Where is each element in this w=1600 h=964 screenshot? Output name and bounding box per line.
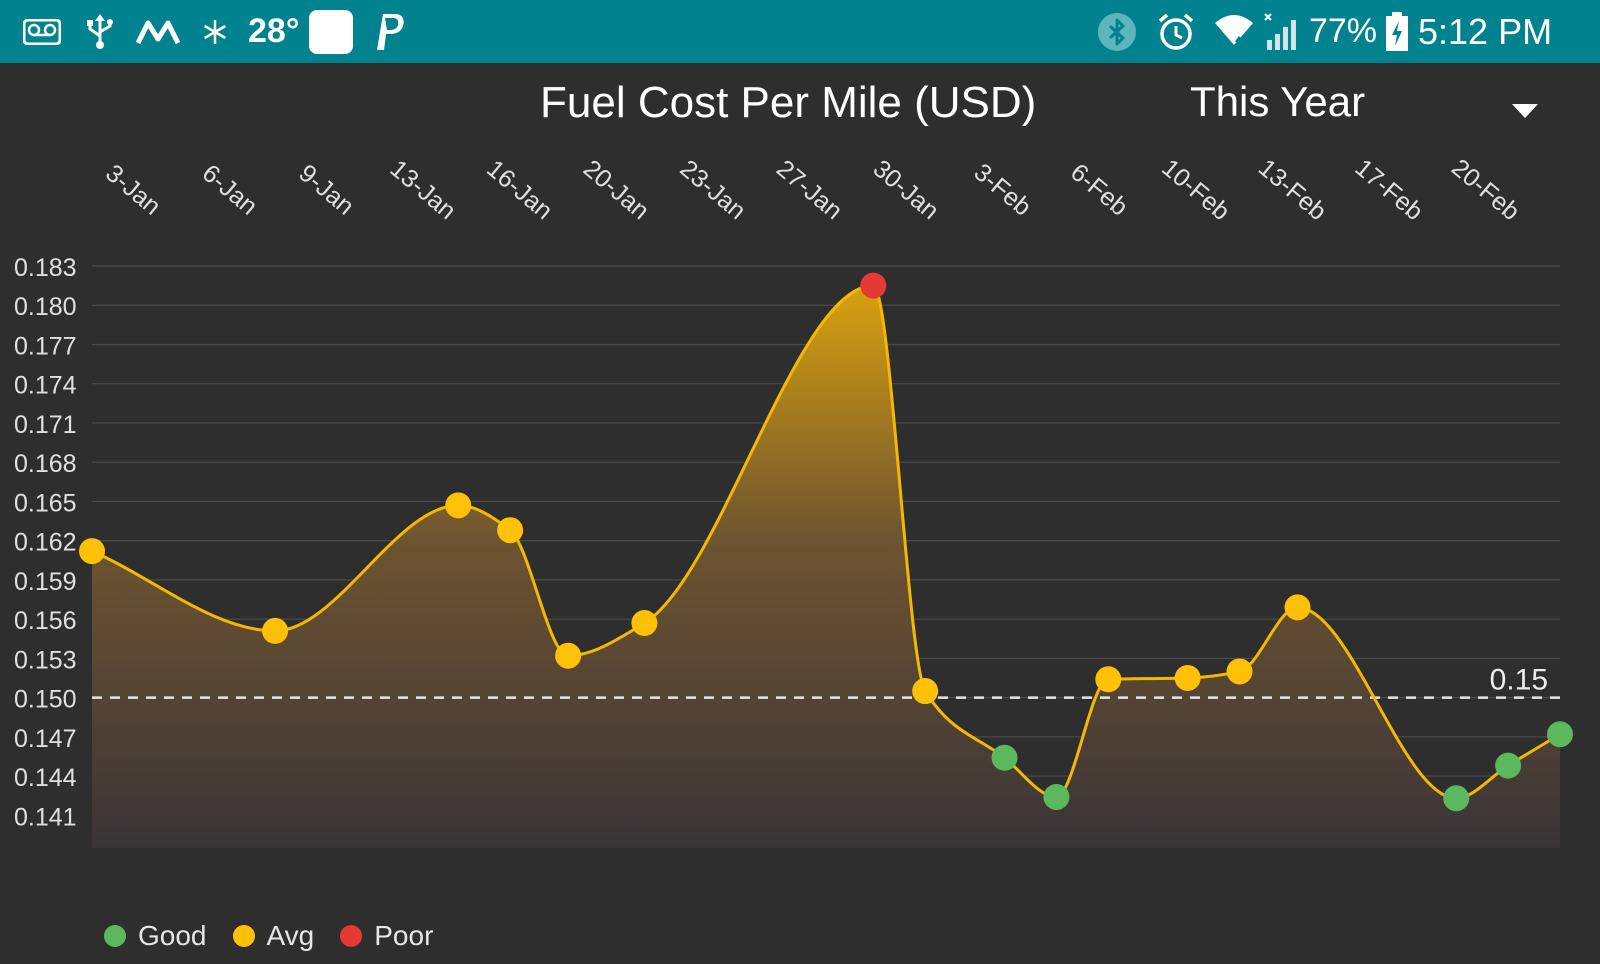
y-tick-label: 0.162 (14, 529, 77, 557)
legend-dot-poor (340, 925, 363, 947)
y-tick-label: 0.141 (14, 803, 77, 831)
x-tick-label: 10-Feb (1156, 154, 1235, 226)
data-point-good[interactable] (1547, 721, 1573, 748)
legend-label-avg: Avg (266, 920, 315, 951)
bluetooth-icon (1096, 0, 1138, 63)
x-tick-label: 27-Jan (771, 155, 848, 226)
target-label: 0.15 (1490, 664, 1548, 697)
data-point-good[interactable] (1043, 783, 1070, 810)
y-tick-label: 0.174 (14, 372, 77, 400)
data-point-avg[interactable] (1095, 666, 1122, 693)
chart-title: Fuel Cost Per Mile (USD) (540, 78, 1037, 127)
data-point-avg[interactable] (445, 492, 472, 519)
x-tick-label: 3-Feb (969, 158, 1037, 221)
data-point-good[interactable] (1495, 752, 1522, 779)
x-tick-label: 20-Feb (1446, 154, 1525, 226)
y-tick-label: 0.147 (14, 725, 77, 753)
legend-dot-good (104, 925, 126, 947)
x-tick-label: 13-Jan (385, 155, 462, 226)
usb-icon (84, 0, 116, 63)
x-tick-label: 9-Jan (293, 159, 359, 221)
data-point-avg[interactable] (912, 678, 939, 705)
y-tick-label: 0.153 (14, 646, 77, 674)
snowflake-icon (200, 0, 230, 63)
data-point-good[interactable] (1443, 785, 1470, 812)
signal-icon (1262, 0, 1302, 63)
data-point-avg[interactable] (1174, 664, 1201, 691)
data-point-avg[interactable] (262, 617, 289, 644)
y-tick-label: 0.171 (14, 411, 77, 439)
alarm-icon (1156, 0, 1196, 63)
wifi-icon (1212, 0, 1256, 63)
period-dropdown-label: This Year (1190, 78, 1366, 125)
status-bar: 28° 77% 5:12 PM (0, 0, 1600, 63)
x-tick-label: 17-Feb (1350, 154, 1429, 226)
y-tick-label: 0.159 (14, 568, 77, 596)
x-tick-label: 30-Jan (868, 155, 945, 226)
x-tick-label: 3-Jan (100, 159, 166, 221)
x-tick-label: 13-Feb (1253, 154, 1332, 226)
data-point-avg[interactable] (1226, 658, 1253, 685)
data-point-poor[interactable] (860, 272, 887, 299)
blank-app-icon (308, 0, 354, 63)
legend-label-poor: Poor (374, 920, 434, 951)
paypal-icon (370, 0, 408, 63)
chevron-down-icon (1512, 104, 1538, 118)
legend-item-poor: Poor (340, 920, 433, 952)
m-logo-icon (135, 0, 181, 63)
legend-item-avg: Avg (232, 920, 315, 952)
x-tick-label: 16-Jan (481, 155, 558, 226)
data-point-good[interactable] (991, 744, 1018, 771)
chart-area-fill (92, 285, 1560, 848)
x-tick-label: 6-Feb (1065, 158, 1133, 221)
legend-label-good: Good (138, 920, 207, 951)
y-tick-label: 0.165 (14, 489, 77, 517)
x-tick-label: 20-Jan (578, 155, 655, 226)
y-tick-label: 0.183 (14, 254, 77, 282)
y-tick-label: 0.150 (14, 686, 77, 714)
x-tick-label: 6-Jan (197, 159, 263, 221)
chart-legend: Good Avg Poor (104, 916, 459, 956)
battery-percent: 77% (1308, 12, 1378, 50)
temperature-text: 28° (248, 12, 300, 50)
data-point-avg[interactable] (631, 610, 658, 637)
y-tick-label: 0.180 (14, 293, 77, 321)
data-point-avg[interactable] (79, 538, 105, 565)
status-time: 5:12 PM (1418, 10, 1553, 52)
x-tick-label: 23-Jan (674, 155, 751, 226)
data-point-avg[interactable] (497, 517, 524, 544)
legend-dot-avg (232, 925, 255, 947)
legend-item-good: Good (104, 920, 207, 952)
battery-charging-icon (1384, 0, 1410, 63)
y-tick-label: 0.144 (14, 764, 77, 792)
data-point-avg[interactable] (1284, 594, 1311, 621)
voicemail-icon (22, 0, 62, 63)
data-point-avg[interactable] (555, 642, 582, 669)
y-tick-label: 0.156 (14, 607, 77, 635)
y-tick-label: 0.177 (14, 332, 77, 360)
period-dropdown[interactable]: This Year (1190, 76, 1538, 132)
y-tick-label: 0.168 (14, 450, 77, 478)
